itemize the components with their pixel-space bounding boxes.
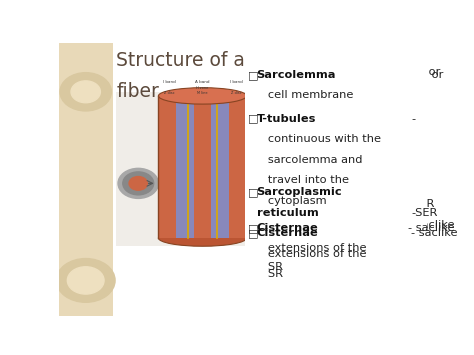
Text: -SER: -SER bbox=[408, 199, 435, 209]
Circle shape bbox=[60, 73, 111, 111]
FancyBboxPatch shape bbox=[211, 96, 229, 238]
FancyBboxPatch shape bbox=[245, 45, 428, 302]
Text: reticulum: reticulum bbox=[256, 199, 322, 209]
Text: cytoplasm: cytoplasm bbox=[256, 196, 326, 206]
FancyBboxPatch shape bbox=[158, 96, 176, 238]
Text: □: □ bbox=[248, 114, 259, 124]
Text: □: □ bbox=[248, 103, 259, 113]
Text: SR: SR bbox=[256, 269, 283, 279]
Text: Mitochondria: Mitochondria bbox=[253, 142, 281, 146]
Text: H zone
M line: H zone M line bbox=[196, 86, 209, 94]
Ellipse shape bbox=[158, 88, 246, 104]
Text: or: or bbox=[425, 67, 440, 77]
Circle shape bbox=[123, 172, 154, 195]
Text: □: □ bbox=[248, 179, 259, 189]
Text: T-tubules: T-tubules bbox=[256, 103, 316, 113]
Circle shape bbox=[129, 176, 147, 190]
Text: □: □ bbox=[248, 223, 259, 233]
Text: Sarcolemma: Sarcolemma bbox=[256, 67, 336, 77]
Text: Sarcoplasmic: Sarcoplasmic bbox=[256, 179, 342, 189]
Text: - saclike: - saclike bbox=[408, 223, 455, 233]
Circle shape bbox=[56, 258, 115, 302]
Text: Cisternae: Cisternae bbox=[256, 220, 318, 230]
Text: SR: SR bbox=[256, 262, 283, 272]
Text: □: □ bbox=[248, 220, 259, 230]
Text: Structure of a skeletal muscle: Structure of a skeletal muscle bbox=[116, 51, 396, 70]
Circle shape bbox=[62, 263, 109, 298]
Text: Z disc: Z disc bbox=[164, 91, 174, 94]
Circle shape bbox=[118, 168, 158, 198]
Circle shape bbox=[67, 267, 104, 294]
Text: sarcolemma and: sarcolemma and bbox=[256, 155, 362, 165]
Text: Terminal cisternae
of the sarcoplasmic
reticulum: Terminal cisternae of the sarcoplasmic r… bbox=[253, 196, 295, 209]
Text: T-tubules: T-tubules bbox=[256, 114, 316, 124]
Text: Triad: Triad bbox=[253, 125, 264, 129]
Text: Sarcoplasmic: Sarcoplasmic bbox=[256, 187, 342, 197]
Text: reticulum: reticulum bbox=[256, 208, 318, 218]
Text: Myofibrils: Myofibrils bbox=[253, 159, 274, 163]
Text: □: □ bbox=[248, 229, 259, 239]
Text: I band: I band bbox=[163, 80, 175, 84]
Text: □: □ bbox=[248, 67, 259, 77]
Text: -: - bbox=[411, 114, 415, 124]
FancyBboxPatch shape bbox=[116, 92, 259, 246]
Text: Sarcoplasmic: Sarcoplasmic bbox=[256, 179, 342, 189]
Text: cell membrane: cell membrane bbox=[256, 87, 353, 97]
Text: SR: SR bbox=[256, 260, 283, 270]
Text: reticulum: reticulum bbox=[256, 199, 318, 209]
FancyBboxPatch shape bbox=[59, 43, 112, 316]
Text: travel into the: travel into the bbox=[256, 175, 348, 185]
Text: I band: I band bbox=[229, 80, 242, 84]
Text: or: or bbox=[428, 70, 444, 80]
Circle shape bbox=[65, 77, 106, 107]
Text: □: □ bbox=[248, 179, 259, 189]
Text: continuous with the: continuous with the bbox=[256, 122, 381, 132]
Text: A band: A band bbox=[195, 80, 210, 84]
Text: cell membrane: cell membrane bbox=[256, 91, 353, 100]
Text: Sarcolemma: Sarcolemma bbox=[256, 70, 336, 80]
Text: Sarcolemma: Sarcolemma bbox=[253, 108, 280, 112]
Text: travel into the: travel into the bbox=[256, 162, 348, 172]
Text: Cisternae: Cisternae bbox=[256, 223, 318, 233]
Text: extensions of the: extensions of the bbox=[256, 240, 366, 250]
Text: Tubules of
sarcoplasmic
reticulum: Tubules of sarcoplasmic reticulum bbox=[253, 172, 281, 185]
Text: fiber: fiber bbox=[116, 82, 159, 101]
Text: - saclike: - saclike bbox=[408, 220, 455, 230]
Text: extensions of the: extensions of the bbox=[256, 243, 366, 253]
Text: T-tubule: T-tubule bbox=[253, 222, 271, 226]
FancyBboxPatch shape bbox=[229, 96, 246, 238]
Text: -SER: -SER bbox=[411, 208, 438, 218]
Ellipse shape bbox=[158, 230, 246, 246]
Text: cytoplasm: cytoplasm bbox=[256, 181, 326, 191]
Text: -: - bbox=[408, 103, 412, 113]
Text: continuous with the: continuous with the bbox=[256, 134, 381, 144]
Text: □: □ bbox=[248, 187, 259, 197]
Text: Cisternae: Cisternae bbox=[256, 229, 318, 239]
Circle shape bbox=[71, 81, 100, 103]
FancyBboxPatch shape bbox=[194, 96, 211, 238]
Text: Z disc: Z disc bbox=[231, 91, 241, 94]
Text: extensions of the: extensions of the bbox=[256, 249, 366, 259]
FancyBboxPatch shape bbox=[176, 96, 194, 238]
Text: sarcolemma and: sarcolemma and bbox=[256, 142, 362, 152]
Text: □: □ bbox=[248, 70, 259, 80]
Text: - saclike: - saclike bbox=[411, 229, 457, 239]
